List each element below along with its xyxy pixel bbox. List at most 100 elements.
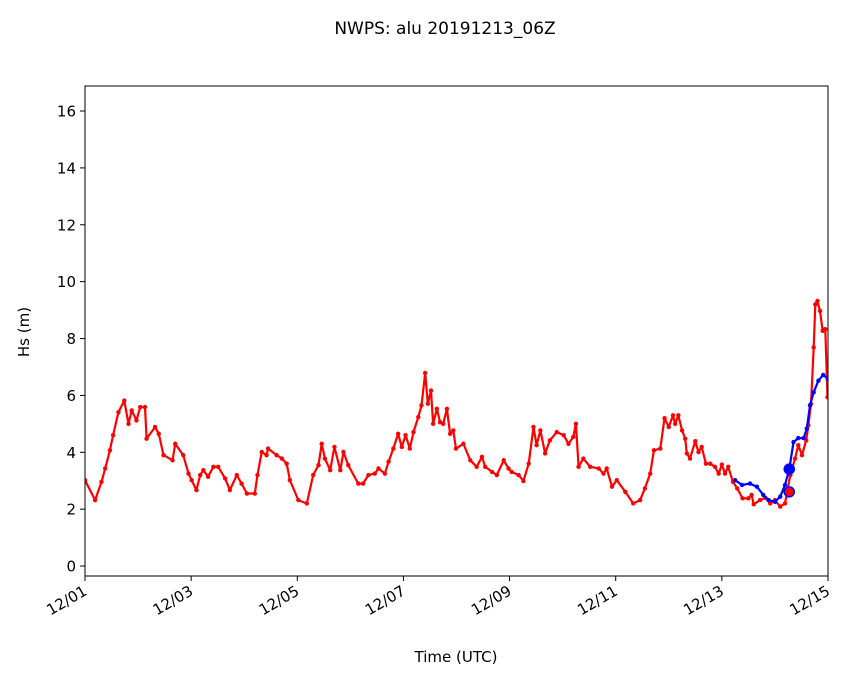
observed-point <box>726 464 731 469</box>
observed-point <box>430 421 436 427</box>
observed-point <box>434 406 440 411</box>
observed-point <box>684 451 690 456</box>
observed-point <box>386 459 391 464</box>
x-axis-label: Time (UTC) <box>414 648 498 666</box>
observed-point <box>311 472 316 478</box>
observed-point <box>757 497 763 503</box>
observed-point <box>186 471 191 476</box>
observed-point <box>252 491 258 496</box>
plot-marks <box>85 298 828 509</box>
observed-point <box>672 421 678 427</box>
observed-point <box>107 448 113 453</box>
observed-point <box>99 479 104 485</box>
observed-point <box>327 468 333 473</box>
observed-point <box>735 486 740 491</box>
observed-point <box>696 449 701 455</box>
observed-point <box>679 428 685 433</box>
observed-point <box>428 388 434 393</box>
observed-point <box>453 446 459 451</box>
observed-point <box>156 431 161 437</box>
observed-point <box>609 484 615 489</box>
observed-point <box>799 452 805 458</box>
y-axis-label: Hs (m) <box>15 307 33 357</box>
observed-point <box>372 471 377 476</box>
observed-point <box>648 471 653 476</box>
observed-point <box>506 466 511 471</box>
observed-point <box>122 398 127 403</box>
model-point <box>732 477 738 483</box>
observed-point <box>197 472 203 478</box>
observed-point <box>222 476 228 481</box>
observed-point <box>259 449 264 455</box>
observed-point <box>687 456 693 461</box>
observed-point <box>521 478 526 484</box>
model-point <box>782 482 788 488</box>
observed-point <box>102 466 108 471</box>
observed-point <box>676 413 681 418</box>
observed-point <box>751 502 756 507</box>
y-tick-label: 6 <box>66 387 76 405</box>
observed-point <box>722 471 728 476</box>
observed-point <box>712 464 718 469</box>
y-tick-label: 2 <box>66 501 76 519</box>
observed-point <box>683 436 688 441</box>
observed-point <box>581 456 586 461</box>
observed-point <box>707 461 713 466</box>
observed-point <box>142 404 148 410</box>
model-point <box>754 484 760 489</box>
observed-point <box>531 424 536 430</box>
observed-point <box>596 466 601 471</box>
observed-point <box>129 408 134 413</box>
observed-point <box>693 439 698 444</box>
observed-point <box>534 442 539 448</box>
observed-point <box>346 462 351 468</box>
observed-point <box>719 462 725 467</box>
observed-point <box>501 458 506 463</box>
observed-point <box>255 472 260 478</box>
observed-point <box>92 497 98 503</box>
observed-point <box>382 471 388 476</box>
observed-point <box>407 446 412 451</box>
observed-point <box>494 472 500 478</box>
observed-point <box>623 489 628 495</box>
observed-point <box>817 308 823 314</box>
model-point <box>816 378 821 383</box>
observed-point <box>796 442 801 448</box>
observed-point <box>194 487 199 493</box>
observed-point <box>338 468 343 473</box>
observed-point <box>571 434 576 440</box>
observed-point <box>573 421 579 427</box>
model-point <box>804 426 809 431</box>
observed-point <box>265 446 271 451</box>
model-point <box>801 435 806 441</box>
observed-point <box>479 454 485 460</box>
observed-point <box>366 472 371 478</box>
observed-point <box>161 452 166 458</box>
observed-point <box>547 438 553 443</box>
observed-point <box>554 429 560 435</box>
observed-point <box>173 441 178 446</box>
observed-point <box>110 433 116 438</box>
observed-point <box>304 501 310 506</box>
observed-point <box>489 469 495 475</box>
observed-point <box>588 464 593 469</box>
model-point <box>747 481 753 486</box>
y-tick-label: 10 <box>57 273 76 291</box>
observed-point <box>205 474 211 479</box>
observed-point <box>180 452 186 458</box>
observed-point <box>319 441 324 446</box>
observed-point <box>189 477 194 483</box>
observed-point <box>227 487 233 493</box>
observed-point <box>538 428 543 433</box>
observed-point <box>284 461 289 466</box>
observed-point <box>234 472 239 478</box>
observed-point <box>216 464 221 469</box>
observed-point <box>749 492 754 498</box>
observed-point <box>444 406 450 411</box>
observed-point <box>144 436 149 441</box>
observed-point <box>170 458 175 463</box>
observed-point <box>740 496 745 501</box>
y-tick-label: 4 <box>66 444 76 462</box>
